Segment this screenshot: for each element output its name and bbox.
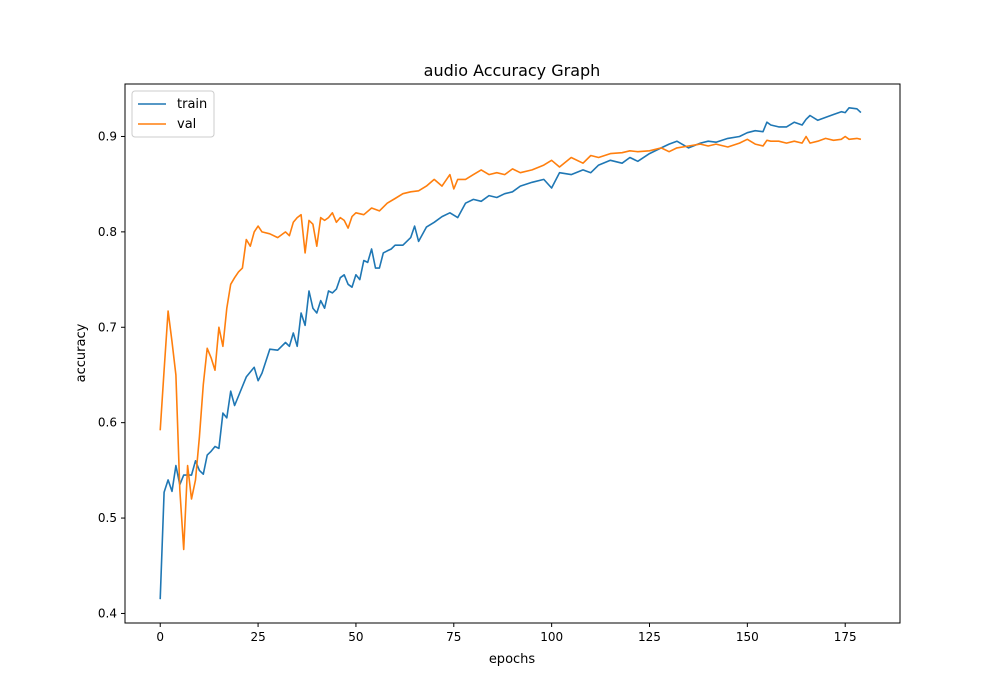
y-tick-label: 0.7 [98,320,117,334]
y-tick-label: 0.9 [98,129,117,143]
x-tick-label: 175 [834,630,857,644]
x-tick-label: 75 [446,630,461,644]
y-tick-label: 0.8 [98,225,117,239]
x-tick-label: 50 [348,630,363,644]
series-line-val [159,135,862,551]
x-tick-label: 25 [250,630,265,644]
ticks-layer: 0 25 50 75 100 125 150 175 0.4 0.5 0.6 0.7 0.8 0.9 [98,129,857,644]
legend-box [131,90,215,138]
series-layer [159,107,862,600]
plot-frame [124,83,901,624]
x-tick-label: 0 [156,630,164,644]
y-tick-label: 0.4 [98,606,117,620]
y-tick-label: 0.5 [98,511,117,525]
chart-title: audio Accuracy Graph [424,61,601,80]
x-tick-label: 125 [638,630,661,644]
x-tick-label: 150 [736,630,759,644]
x-axis-title: epochs [489,652,536,667]
legend-label-val: val [177,117,196,132]
y-axis-title: accuracy [74,323,89,382]
legend: train val [131,90,215,138]
x-tick-label: 100 [540,630,563,644]
legend-label-train: train [177,97,207,112]
y-tick-label: 0.6 [98,416,117,430]
series-line-train [159,107,862,600]
